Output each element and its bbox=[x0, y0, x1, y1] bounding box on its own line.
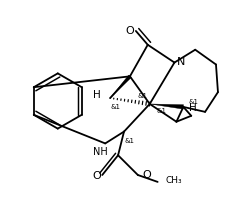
Polygon shape bbox=[150, 104, 184, 110]
Text: O: O bbox=[142, 169, 151, 179]
Polygon shape bbox=[110, 76, 131, 99]
Text: N: N bbox=[177, 56, 186, 66]
Text: &1: &1 bbox=[138, 93, 148, 99]
Text: NH: NH bbox=[93, 147, 108, 156]
Text: H: H bbox=[94, 90, 101, 100]
Text: H: H bbox=[189, 102, 197, 112]
Text: CH₃: CH₃ bbox=[165, 176, 182, 185]
Text: &1: &1 bbox=[125, 138, 135, 144]
Text: &1: &1 bbox=[110, 103, 120, 109]
Text: O: O bbox=[92, 170, 101, 180]
Text: &1: &1 bbox=[156, 107, 166, 113]
Text: &1: &1 bbox=[188, 99, 198, 104]
Text: O: O bbox=[126, 26, 134, 36]
